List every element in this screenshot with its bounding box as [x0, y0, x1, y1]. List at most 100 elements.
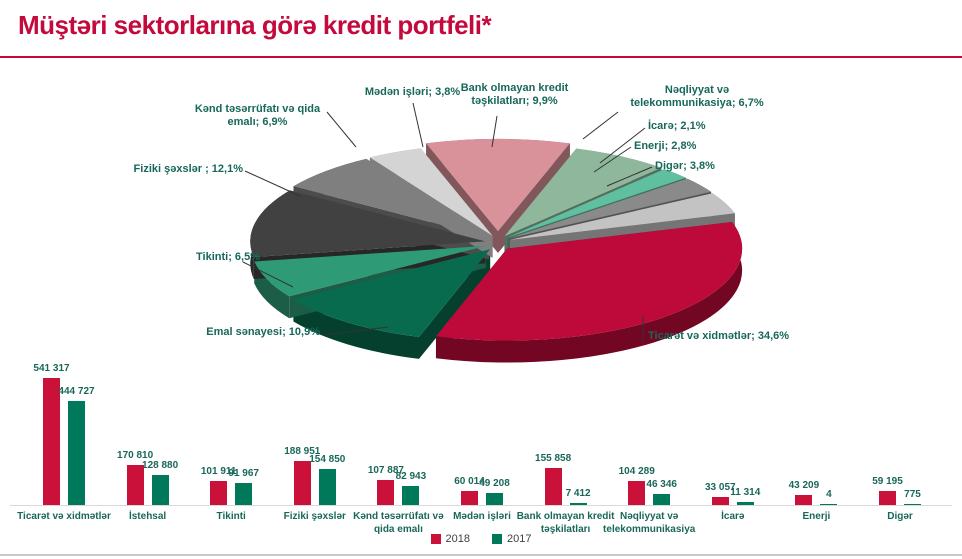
bar-value-label-2018: 33 057 [705, 482, 736, 494]
bar-2018 [461, 490, 478, 505]
pie-callout-line [606, 166, 653, 187]
bar-2018 [544, 468, 562, 505]
pie-callout-line [599, 127, 646, 164]
pie-slice-label: Mədən işləri; 3,8% [364, 86, 461, 98]
pie-callout-line [321, 326, 389, 336]
pie-slice-face [508, 178, 712, 239]
bar-2017 [402, 485, 420, 505]
x-axis-line [10, 505, 952, 506]
pie-slice-face [435, 221, 743, 341]
pie-slice-face [509, 193, 735, 240]
pie-callout-line [582, 111, 619, 140]
category-label: Ticarət və xidmətlər [17, 511, 111, 522]
bar-value-label-2017: 49 208 [479, 478, 510, 490]
bar-2017 [235, 483, 253, 505]
bar-value-label-2017: 444 727 [58, 385, 95, 397]
category-label: Tikinti [216, 511, 246, 522]
legend-swatch-2018 [430, 534, 441, 544]
bar-value-label-2017: 128 880 [142, 459, 179, 471]
category-label: Nəqliyyat və telekommunikasiya [603, 511, 696, 535]
pie-slice-label: Nəqliyyat və telekommunikasiya; 6,7% [630, 84, 764, 110]
pie-callout-line [491, 115, 498, 148]
bar-2017 [569, 503, 587, 505]
bar-value-label-2017: 11 314 [730, 487, 761, 499]
pie-slice-label: İcarə; 2,1% [648, 120, 706, 132]
bar-2017 [820, 503, 838, 505]
bar-2018 [711, 497, 729, 505]
bar-value-label-2017: 7 412 [565, 488, 591, 500]
bar-value-label-2018: 541 317 [33, 363, 70, 374]
legend-item-2017: 2017 [492, 533, 531, 545]
title-rule [0, 56, 962, 58]
bar-value-label-2017: 154 850 [309, 453, 346, 465]
bar-2018 [377, 479, 395, 505]
pie-slice-label: Tikinti; 6,5% [196, 251, 260, 263]
category-label: Bank olmayan kredit təşkilatları [516, 511, 615, 535]
legend-label-2018: 2018 [445, 533, 470, 545]
bar-2017 [653, 494, 671, 505]
bar-2018 [879, 491, 896, 505]
bar-2017 [151, 474, 169, 505]
chart-legend: 2018 2017 [0, 533, 962, 545]
pie-slice-face [250, 190, 486, 258]
category-label: Digər [887, 511, 913, 522]
pie-callout-line [244, 170, 301, 197]
bar-value-label-2018: 188 951 [284, 445, 321, 457]
legend-item-2018: 2018 [430, 533, 470, 545]
pie-slice-face [435, 221, 743, 363]
category-label: İstehsal [128, 511, 167, 522]
bar-2017 [68, 400, 85, 505]
pie-slice-face [254, 245, 486, 297]
bar-value-label-2018: 107 887 [367, 464, 404, 476]
bar-value-label-2017: 4 [826, 488, 832, 500]
category-label: Fiziki şəxslər [283, 511, 346, 522]
bar-2018 [126, 464, 144, 505]
pie-slice-label: Bank olmayan kredit təşkilatları; 9,9% [460, 82, 569, 108]
bar-value-label-2018: 104 289 [618, 465, 655, 477]
category-label: Mədən işləri [453, 511, 511, 522]
pie-slice-face [293, 158, 489, 238]
bar-value-label-2017: 775 [904, 488, 921, 500]
pie-callout-line [326, 111, 357, 148]
bar-value-label-2017: 91 967 [228, 468, 259, 480]
pie-slice-label: Fiziki şəxslər ; 12,1% [133, 163, 243, 175]
bar-value-label-2018: 170 810 [117, 449, 154, 461]
pie-slice-label: Enerji; 2,8% [634, 140, 697, 152]
legend-swatch-2017 [492, 534, 502, 544]
bar-2018 [293, 460, 311, 505]
pie-slice-face [293, 249, 491, 337]
pie-slice-face [293, 299, 419, 359]
bar-2018 [795, 494, 813, 505]
bar-2017 [736, 502, 754, 505]
pie-slice-face [504, 148, 662, 237]
pie-slice-label: Digər; 3,8% [655, 160, 715, 172]
bar-2018 [628, 480, 646, 505]
bar-value-label-2018: 43 209 [788, 479, 820, 491]
bar-value-label-2018: 59 195 [872, 476, 903, 488]
pie-slice-label: Ticarət və xidmətlər; 34,6% [648, 330, 790, 342]
bar-2018 [210, 481, 228, 505]
bar-2017 [486, 493, 503, 505]
pie-slice-label: Emal sənayesi; 10,9% [206, 326, 320, 338]
category-label: İcarə [721, 511, 745, 522]
category-label: Enerji [802, 511, 831, 522]
bar-value-label-2017: 82 943 [395, 470, 427, 482]
pie-slice-face [507, 169, 686, 238]
page-title: Müştəri sektorlarına görə kredit portfel… [18, 10, 492, 40]
pie-slice-face [426, 139, 570, 231]
pie-callout-line [242, 261, 294, 288]
bar-value-label-2017: 46 346 [646, 479, 677, 491]
bar-2017 [904, 503, 921, 505]
legend-label-2017: 2017 [507, 533, 532, 545]
bottom-rule [0, 554, 962, 556]
pie-callout-line [593, 146, 632, 173]
bar-value-label-2018: 60 014 [454, 475, 485, 487]
bar-2017 [318, 468, 336, 505]
pie-slice-face [369, 148, 493, 236]
pie-callout-line [412, 102, 424, 148]
category-label: Kənd təsərrüfatı və qida emalı [353, 511, 444, 535]
bar-value-label-2018: 155 858 [535, 453, 572, 465]
